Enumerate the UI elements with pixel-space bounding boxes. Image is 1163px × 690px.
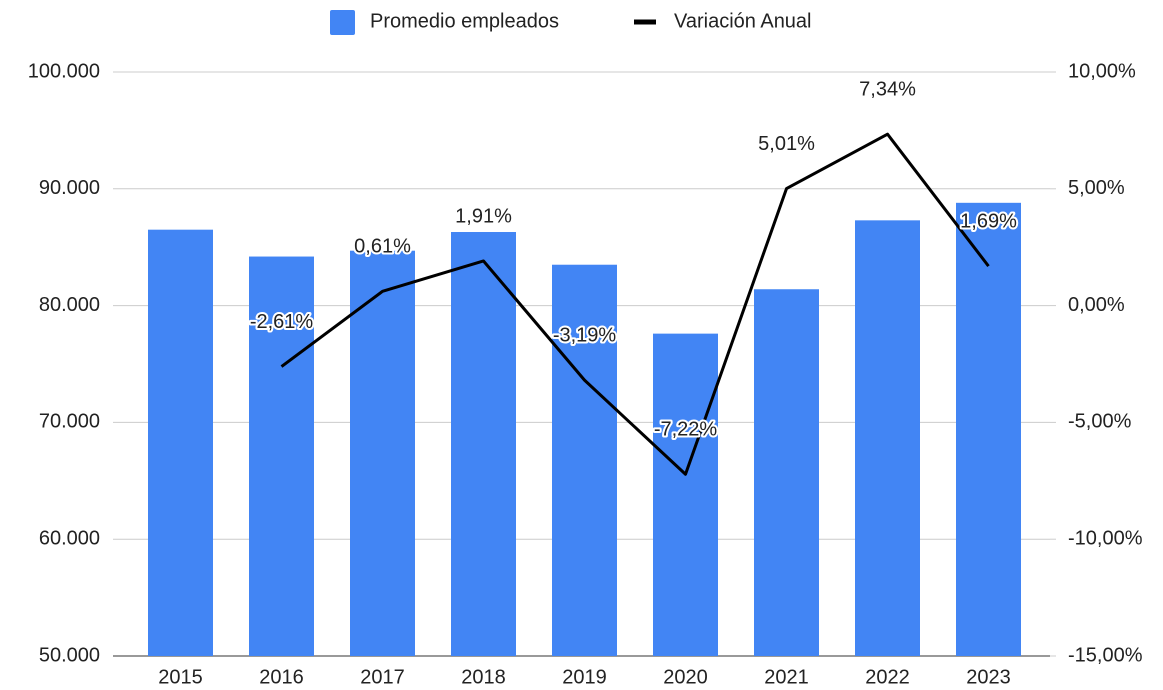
data-label: 1,69% — [960, 210, 1017, 232]
y2-tick-label: 0,00% — [1068, 294, 1125, 316]
bar — [552, 264, 617, 656]
y2-tick-label: -5,00% — [1068, 411, 1132, 433]
y-tick-label: 50.000 — [39, 644, 100, 666]
data-label: 7,34% — [859, 78, 916, 100]
y-tick-label: 100.000 — [28, 60, 100, 82]
data-label: -7,22% — [654, 419, 718, 441]
x-tick-label: 2021 — [764, 666, 809, 688]
bar — [653, 333, 718, 656]
x-tick-label: 2020 — [663, 666, 708, 688]
data-label: -2,61% — [250, 311, 314, 333]
y-tick-label: 80.000 — [39, 294, 100, 316]
y2-tick-label: -15,00% — [1068, 644, 1143, 666]
data-label: 5,01% — [758, 133, 815, 155]
x-tick-label: 2016 — [259, 666, 304, 688]
y2-tick-label: 5,00% — [1068, 177, 1125, 199]
y-tick-label: 70.000 — [39, 411, 100, 433]
bar — [956, 202, 1021, 657]
line — [280, 132, 990, 476]
bar — [754, 289, 819, 656]
data-label: 1,91% — [455, 205, 512, 227]
legend-swatch — [330, 10, 355, 35]
bar — [249, 256, 314, 656]
data-label: 0,61% — [354, 236, 411, 258]
bar — [148, 229, 213, 656]
y-tick-label: 60.000 — [39, 527, 100, 549]
x-tick-label: 2022 — [865, 666, 910, 688]
x-tick-label: 2015 — [158, 666, 203, 688]
bar — [350, 250, 415, 657]
x-tick-label: 2023 — [966, 666, 1011, 688]
legend-label: Promedio empleados — [370, 10, 559, 32]
y-tick-label: 90.000 — [39, 177, 100, 199]
x-tick-label: 2019 — [562, 666, 607, 688]
x-tick-label: 2017 — [360, 666, 405, 688]
x-tick-label: 2018 — [461, 666, 506, 688]
bar — [855, 220, 920, 656]
legend-label: Variación Anual — [674, 10, 812, 32]
bar — [451, 232, 516, 657]
y2-tick-label: 10,00% — [1068, 60, 1136, 82]
y2-tick-label: -10,00% — [1068, 527, 1143, 549]
data-label: -3,19% — [553, 324, 617, 346]
